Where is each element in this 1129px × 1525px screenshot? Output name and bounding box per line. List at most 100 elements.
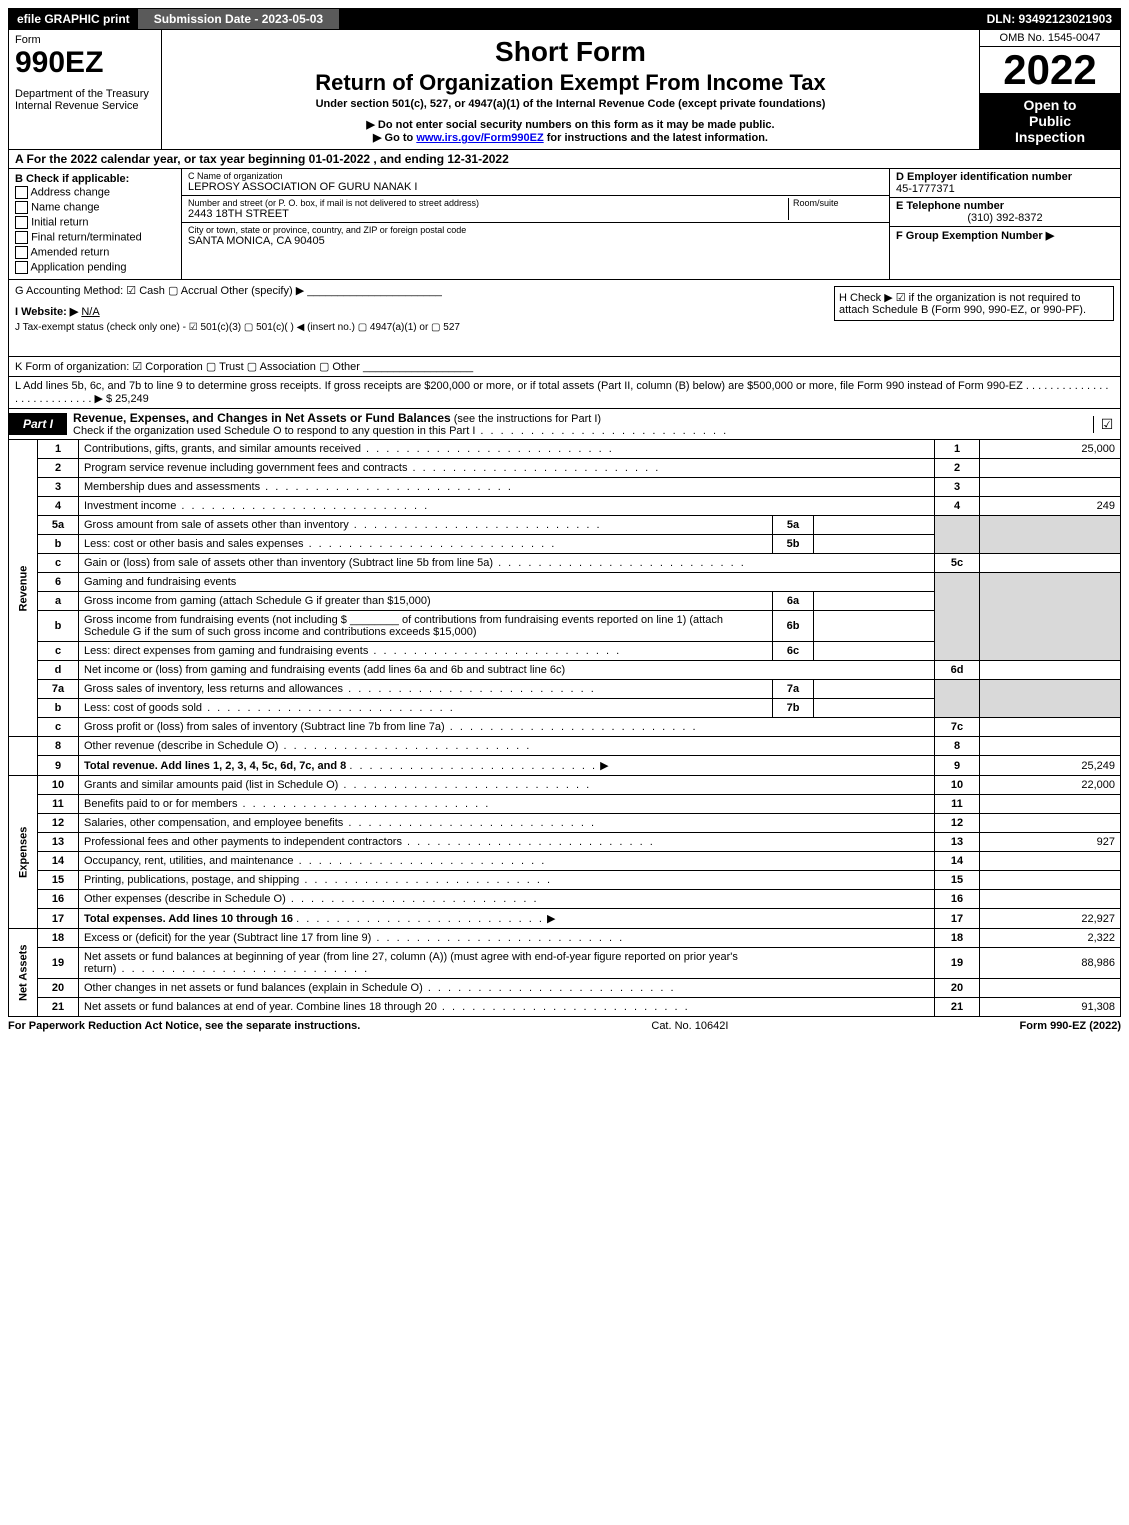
part1-check-line: Check if the organization used Schedule …	[73, 425, 1087, 437]
line-19-num: 19	[38, 948, 79, 979]
line-1-desc: Contributions, gifts, grants, and simila…	[79, 440, 935, 459]
line-7a-sub: 7a	[773, 680, 814, 699]
line-10-num: 10	[38, 776, 79, 795]
line-12-num: 12	[38, 814, 79, 833]
room-label: Room/suite	[793, 198, 883, 208]
irs-link[interactable]: www.irs.gov/Form990EZ	[416, 132, 543, 144]
line-20-num: 20	[38, 979, 79, 998]
part1-sub: (see the instructions for Part I)	[451, 413, 601, 425]
line-4-desc: Investment income	[79, 497, 935, 516]
line-6a-num: a	[38, 592, 79, 611]
line-2-num: 2	[38, 459, 79, 478]
line-5c-amt-num: 5c	[935, 554, 980, 573]
return-title: Return of Organization Exempt From Incom…	[170, 70, 971, 96]
line-6d-amt-num: 6d	[935, 661, 980, 680]
irs-label: Internal Revenue Service	[15, 100, 155, 112]
line-5b-desc: Less: cost or other basis and sales expe…	[79, 535, 773, 554]
efile-label[interactable]: efile GRAPHIC print	[9, 9, 138, 29]
line-8-desc: Other revenue (describe in Schedule O)	[79, 737, 935, 756]
line-5a-num: 5a	[38, 516, 79, 535]
part-1-header: Part I Revenue, Expenses, and Changes in…	[8, 409, 1121, 440]
footer-left: For Paperwork Reduction Act Notice, see …	[8, 1020, 360, 1032]
b-opt-pending[interactable]: Application pending	[15, 260, 175, 275]
line-7c-amt-num: 7c	[935, 718, 980, 737]
phone-value: (310) 392-8372	[896, 212, 1114, 224]
top-bar-left: efile GRAPHIC print Submission Date - 20…	[9, 9, 339, 29]
revenue-table: Revenue 1 Contributions, gifts, grants, …	[8, 440, 1121, 1017]
section-c: C Name of organization LEPROSY ASSOCIATI…	[182, 169, 889, 279]
line-19-value: 88,986	[980, 948, 1121, 979]
line-10-desc: Grants and similar amounts paid (list in…	[79, 776, 935, 795]
subtitle-3: ▶ Go to www.irs.gov/Form990EZ for instru…	[170, 131, 971, 144]
f-label: F Group Exemption Number ▶	[896, 229, 1114, 242]
rev-side-cont	[9, 737, 38, 776]
b-opt-final[interactable]: Final return/terminated	[15, 230, 175, 245]
line-1-value: 25,000	[980, 440, 1121, 459]
b-opt-name[interactable]: Name change	[15, 200, 175, 215]
line-6b-sub: 6b	[773, 611, 814, 642]
b-opt-initial[interactable]: Initial return	[15, 215, 175, 230]
b-opt-amended[interactable]: Amended return	[15, 245, 175, 260]
line-21-amt-num: 21	[935, 998, 980, 1017]
sub3-pre: ▶ Go to	[373, 132, 416, 144]
line-6-desc: Gaming and fundraising events	[79, 573, 935, 592]
c-city-row: City or town, state or province, country…	[182, 223, 889, 249]
netassets-side-label: Net Assets	[9, 929, 38, 1017]
line-3-desc: Membership dues and assessments	[79, 478, 935, 497]
shade-7ab-val	[980, 680, 1121, 718]
line-13-amt-num: 13	[935, 833, 980, 852]
header-center: Short Form Return of Organization Exempt…	[162, 30, 979, 149]
line-6a-sub: 6a	[773, 592, 814, 611]
line-5c-value	[980, 554, 1121, 573]
dln: DLN: 93492123021903	[979, 9, 1120, 29]
open2: Public	[984, 113, 1116, 129]
e-label: E Telephone number	[896, 200, 1114, 212]
shade-6abc	[935, 573, 980, 661]
part1-checkbox[interactable]: ☑	[1093, 416, 1120, 433]
b-opt-address[interactable]: Address change	[15, 185, 175, 200]
line-7b-num: b	[38, 699, 79, 718]
line-5a-sub: 5a	[773, 516, 814, 535]
line-14-amt-num: 14	[935, 852, 980, 871]
line-2-amt-num: 2	[935, 459, 980, 478]
section-b: B Check if applicable: Address change Na…	[9, 169, 182, 279]
shade-7ab	[935, 680, 980, 718]
line-14-value	[980, 852, 1121, 871]
subtitle-1: Under section 501(c), 527, or 4947(a)(1)…	[170, 98, 971, 110]
submission-date: Submission Date - 2023-05-03	[138, 9, 339, 29]
line-7b-desc: Less: cost of goods sold	[79, 699, 773, 718]
line-5c-desc: Gain or (loss) from sale of assets other…	[79, 554, 935, 573]
line-5b-sub: 5b	[773, 535, 814, 554]
line-6c-subval	[814, 642, 935, 661]
bcd-block: B Check if applicable: Address change Na…	[8, 169, 1121, 280]
header-right: OMB No. 1545-0047 2022 Open to Public In…	[979, 30, 1120, 149]
line-6d-value	[980, 661, 1121, 680]
line-20-desc: Other changes in net assets or fund bala…	[79, 979, 935, 998]
ghij-block: G Accounting Method: ☑ Cash ▢ Accrual Ot…	[8, 280, 1121, 357]
form-of-organization: K Form of organization: ☑ Corporation ▢ …	[8, 357, 1121, 377]
part-1-title: Revenue, Expenses, and Changes in Net As…	[67, 409, 1093, 439]
website-value: N/A	[81, 306, 99, 318]
line-11-num: 11	[38, 795, 79, 814]
line-18-amt-num: 18	[935, 929, 980, 948]
line-7a-num: 7a	[38, 680, 79, 699]
line-7c-desc: Gross profit or (loss) from sales of inv…	[79, 718, 935, 737]
page-footer: For Paperwork Reduction Act Notice, see …	[8, 1017, 1121, 1032]
line-15-amt-num: 15	[935, 871, 980, 890]
line-6b-desc: Gross income from fundraising events (no…	[79, 611, 773, 642]
line-15-value	[980, 871, 1121, 890]
line-3-amt-num: 3	[935, 478, 980, 497]
line-19-amt-num: 19	[935, 948, 980, 979]
line-12-amt-num: 12	[935, 814, 980, 833]
line-16-desc: Other expenses (describe in Schedule O)	[79, 890, 935, 909]
def-col: D Employer identification number 45-1777…	[889, 169, 1120, 279]
line-17-num: 17	[38, 909, 79, 929]
org-city: SANTA MONICA, CA 90405	[188, 235, 883, 247]
b-label: B Check if applicable:	[15, 173, 175, 185]
line-6d-desc: Net income or (loss) from gaming and fun…	[79, 661, 935, 680]
revenue-side-label: Revenue	[9, 440, 38, 737]
line-21-value: 91,308	[980, 998, 1121, 1017]
expenses-side-label: Expenses	[9, 776, 38, 929]
line-10-value: 22,000	[980, 776, 1121, 795]
line-16-value	[980, 890, 1121, 909]
